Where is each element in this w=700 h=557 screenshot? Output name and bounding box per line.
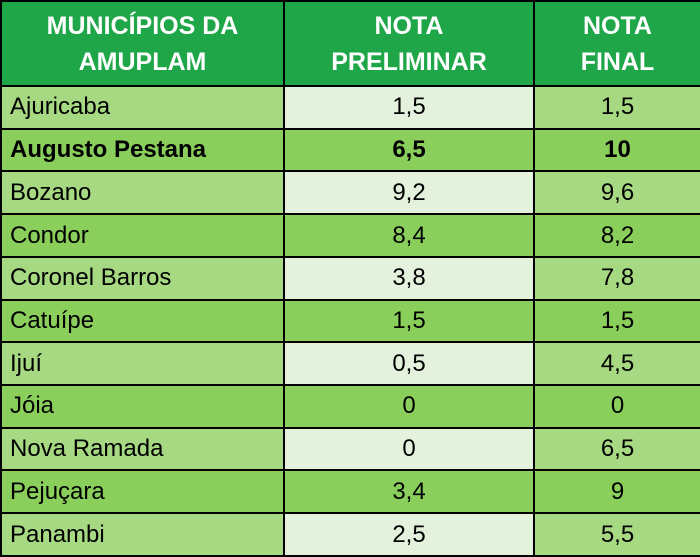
municipality-cell: Coronel Barros [0, 255, 285, 301]
header-text: PRELIMINAR [331, 47, 487, 76]
table-row: Panambi 2,5 5,5 [0, 512, 700, 557]
header-text: NOTA [583, 11, 652, 40]
score-cell: 1,5 [533, 298, 700, 344]
score-cell: 1,5 [283, 298, 535, 344]
score-cell: 6,5 [283, 127, 535, 173]
header-cell: NOTA PRELIMINAR [283, 0, 535, 87]
table-row: Augusto Pestana 6,5 10 [0, 127, 700, 173]
header-text: NOTA [374, 11, 444, 40]
municipality-cell: Catuípe [0, 298, 285, 344]
table-row: Catuípe 1,5 1,5 [0, 298, 700, 344]
municipality-cell: Bozano [0, 170, 285, 216]
table-header: MUNICÍPIOS DA AMUPLAM NOTA PRELIMINAR NOTA FI… [0, 0, 700, 87]
score-cell: 1,5 [283, 85, 535, 130]
table-row: Coronel Barros 3,8 7,8 [0, 255, 700, 301]
table-row: Jóia 0 0 [0, 384, 700, 429]
score-cell: 0,5 [283, 341, 535, 387]
table-row: Condor 8,4 8,2 [0, 213, 700, 258]
municipality-cell: Jóia [0, 384, 285, 429]
municipality-cell: Condor [0, 213, 285, 258]
score-cell: 10 [533, 127, 700, 173]
score-cell: 0 [283, 384, 535, 429]
score-cell: 5,5 [533, 512, 700, 557]
score-cell: 6,5 [533, 426, 700, 472]
table-body: Ajuricaba 1,5 1,5 Augusto Pestana 6,5 10 Bozan… [0, 85, 700, 557]
score-cell: 8,4 [283, 213, 535, 258]
score-cell: 9 [533, 469, 700, 515]
municipality-cell: Pejuçara [0, 469, 285, 515]
score-cell: 2,5 [283, 512, 535, 557]
score-cell: 0 [533, 384, 700, 429]
score-cell: 3,8 [283, 255, 535, 301]
header-cell: NOTA FINAL [533, 0, 700, 87]
table-row: Pejuçara 3,4 9 [0, 469, 700, 515]
header-text: AMUPLAM [78, 47, 207, 76]
header-cell: MUNICÍPIOS DA AMUPLAM [0, 0, 285, 87]
score-cell: 1,5 [533, 85, 700, 130]
table-row: Bozano 9,2 9,6 [0, 170, 700, 216]
table-row: Ajuricaba 1,5 1,5 [0, 85, 700, 130]
score-cell: 3,4 [283, 469, 535, 515]
municipality-cell: Augusto Pestana [0, 127, 285, 173]
municipality-cell: Ajuricaba [0, 85, 285, 130]
table-row: Ijuí 0,5 4,5 [0, 341, 700, 387]
municipality-cell: Panambi [0, 512, 285, 557]
table-row: Nova Ramada 0 6,5 [0, 426, 700, 472]
score-cell: 9,2 [283, 170, 535, 216]
municipality-cell: Nova Ramada [0, 426, 285, 472]
municipality-cell: Ijuí [0, 341, 285, 387]
score-cell: 9,6 [533, 170, 700, 216]
score-cell: 7,8 [533, 255, 700, 301]
score-cell: 0 [283, 426, 535, 472]
score-cell: 8,2 [533, 213, 700, 258]
header-text: MUNICÍPIOS DA [46, 11, 239, 40]
header-text: FINAL [580, 47, 655, 76]
score-cell: 4,5 [533, 341, 700, 387]
header-row: MUNICÍPIOS DA AMUPLAM NOTA PRELIMINAR NOTA FI… [0, 0, 700, 87]
